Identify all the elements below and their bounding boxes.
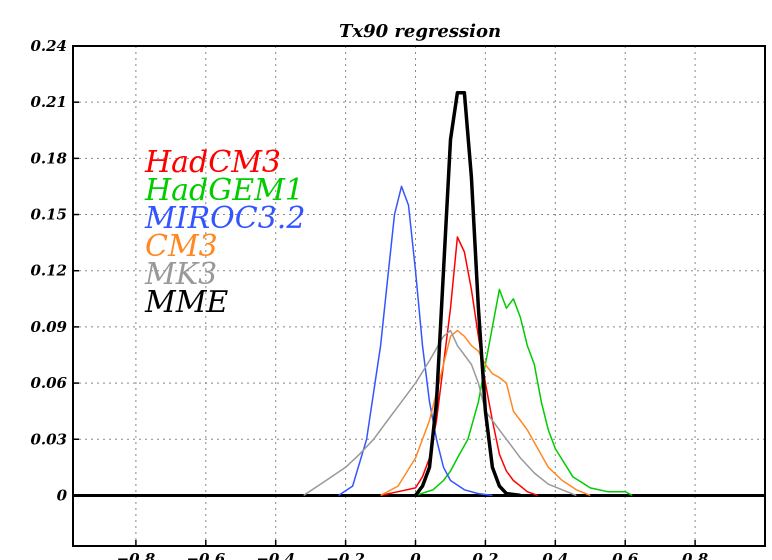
y-tick-label: 0 bbox=[57, 486, 68, 504]
series-line-cm3 bbox=[380, 329, 591, 497]
series-line-miroc3-2 bbox=[338, 185, 493, 497]
series-line-mme bbox=[414, 91, 521, 498]
plot-frame bbox=[72, 45, 766, 547]
x-tick-label: 0.4 bbox=[542, 550, 568, 560]
y-tick-label: 0.21 bbox=[30, 93, 67, 111]
y-tick-label: 0.06 bbox=[30, 374, 67, 392]
y-tick-label: 0.09 bbox=[30, 318, 67, 336]
legend-entry-cm3: CM3 bbox=[145, 229, 218, 264]
x-tick-label: 0.6 bbox=[612, 550, 639, 560]
y-ticks-layer: 0 0.03 0.06 0.09 0.12 0.15 0.18 0.21 0.24 bbox=[30, 37, 79, 504]
series-line-hadgem1 bbox=[415, 288, 633, 497]
x-tick-label: −0.8 bbox=[117, 550, 156, 560]
x-tick-label: 0.8 bbox=[682, 550, 709, 560]
legend-entry-hadcm3: HadCM3 bbox=[144, 145, 281, 180]
series-line-mk3 bbox=[303, 329, 577, 497]
x-ticks-layer: −0.8 −0.6 −0.4 −0.2 0 0.2 0.4 0.6 0.8 bbox=[117, 540, 709, 560]
y-tick-label: 0.15 bbox=[30, 206, 67, 224]
series-line-hadcm3 bbox=[380, 236, 539, 497]
x-tick-label: −0.2 bbox=[326, 550, 365, 560]
y-tick-label: 0.12 bbox=[30, 262, 67, 280]
y-tick-label: 0.03 bbox=[30, 430, 67, 448]
legend-entry-mme: MME bbox=[144, 285, 228, 320]
legend-entry-miroc3-2: MIROC3.2 bbox=[144, 201, 305, 236]
chart-title: Tx90 regression bbox=[339, 21, 501, 42]
x-tick-label: 0.2 bbox=[472, 550, 498, 560]
x-tick-label: −0.4 bbox=[256, 550, 295, 560]
legend-entry-mk3: MK3 bbox=[144, 257, 217, 292]
x-tick-label: −0.6 bbox=[186, 550, 225, 560]
y-tick-label: 0.18 bbox=[30, 149, 67, 167]
series-layer bbox=[303, 91, 633, 498]
x-tick-label: 0 bbox=[410, 550, 421, 560]
legend-entry-hadgem1: HadGEM1 bbox=[144, 173, 304, 208]
y-tick-label: 0.24 bbox=[30, 37, 67, 55]
